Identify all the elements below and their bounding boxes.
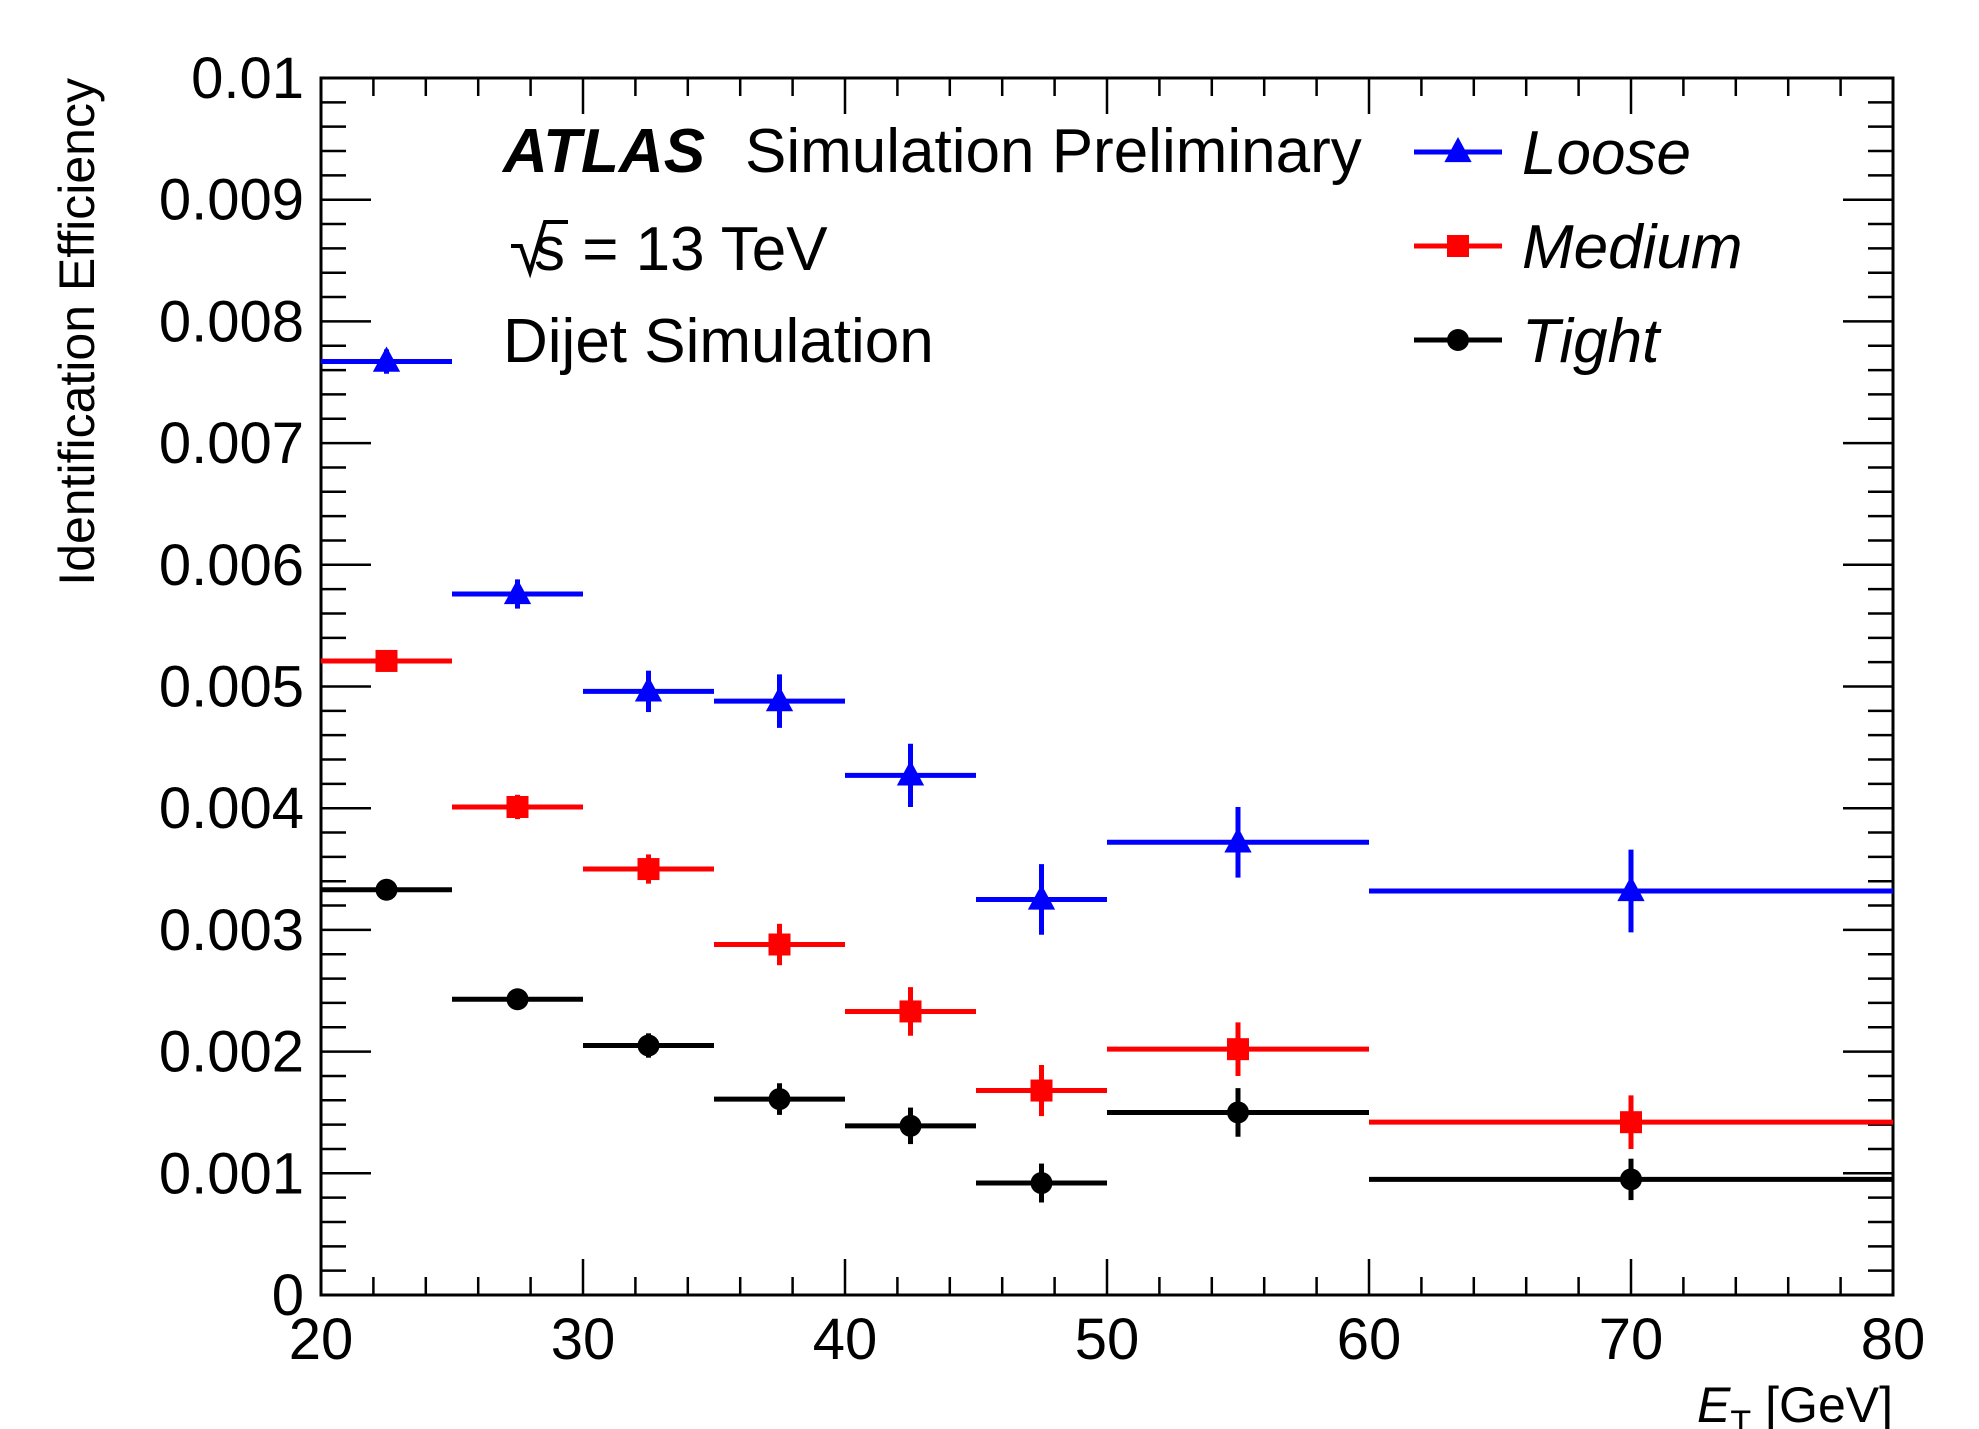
legend-marker-loose bbox=[1444, 136, 1472, 163]
tight-point bbox=[1620, 1168, 1642, 1191]
x-tick-label: 30 bbox=[551, 1307, 616, 1372]
x-tick-label: 80 bbox=[1861, 1307, 1926, 1372]
x-tick-label: 70 bbox=[1599, 1307, 1664, 1372]
y-tick-label: 0.006 bbox=[159, 533, 304, 598]
loose-point bbox=[1027, 884, 1056, 910]
series-loose bbox=[321, 346, 1893, 935]
medium-point bbox=[1030, 1079, 1053, 1102]
legend-item-tight: Tight bbox=[1414, 307, 1662, 376]
legend-item-medium: Medium bbox=[1414, 213, 1743, 282]
energy-text: s = 13 TeV bbox=[534, 215, 828, 284]
loose-point bbox=[1617, 875, 1645, 902]
medium-point bbox=[899, 1000, 922, 1023]
legend-marker-tight bbox=[1447, 329, 1469, 351]
y-tick-label: 0.002 bbox=[159, 1020, 304, 1085]
energy-label: s = 13 TeV bbox=[511, 215, 828, 284]
y-tick-label: 0.01 bbox=[191, 46, 304, 111]
tight-point bbox=[1227, 1101, 1249, 1124]
medium-point bbox=[637, 858, 660, 881]
medium-point bbox=[1620, 1111, 1642, 1134]
loose-point bbox=[372, 346, 401, 372]
loose-point bbox=[634, 676, 663, 702]
legend-marker-medium bbox=[1447, 235, 1469, 257]
x-tick-label: 40 bbox=[813, 1307, 878, 1372]
data-series bbox=[321, 346, 1893, 1203]
tight-point bbox=[637, 1034, 660, 1057]
x-tick-label: 60 bbox=[1337, 1307, 1402, 1372]
loose-point bbox=[765, 686, 794, 712]
series-tight bbox=[321, 878, 1893, 1203]
x-tick-label: 20 bbox=[289, 1307, 354, 1372]
x-axis-title-symbol: E bbox=[1697, 1377, 1731, 1429]
y-tick-label: 0.001 bbox=[159, 1141, 304, 1206]
legend: Loose Medium Tight bbox=[1414, 119, 1743, 376]
sample-label: Dijet Simulation bbox=[503, 307, 934, 376]
x-axis-title: ET [GeV] bbox=[1697, 1377, 1893, 1429]
y-tick-label: 0.005 bbox=[159, 655, 304, 720]
legend-item-loose: Loose bbox=[1414, 119, 1691, 188]
x-tick-labels: 20 30 40 50 60 70 80 bbox=[289, 1307, 1926, 1372]
y-tick-label: 0.007 bbox=[159, 411, 304, 476]
atlas-label: ATLAS bbox=[501, 117, 705, 186]
medium-point bbox=[506, 795, 529, 818]
tight-point bbox=[899, 1114, 922, 1137]
series-medium bbox=[321, 649, 1893, 1149]
loose-point bbox=[1224, 827, 1252, 853]
loose-point bbox=[896, 760, 925, 786]
tight-point bbox=[375, 878, 398, 901]
y-tick-label: 0.008 bbox=[159, 289, 304, 354]
y-tick-label: 0.004 bbox=[159, 776, 304, 841]
sqrt-symbol bbox=[511, 220, 568, 279]
legend-label-tight: Tight bbox=[1522, 307, 1662, 376]
legend-label-medium: Medium bbox=[1522, 213, 1743, 282]
y-tick-labels: 0 0.001 0.002 0.003 0.004 0.005 0.006 0.007 0.00… bbox=[159, 46, 304, 1328]
medium-point bbox=[375, 649, 398, 672]
tight-point bbox=[506, 988, 529, 1011]
status-label: Simulation Preliminary bbox=[745, 117, 1362, 186]
x-axis-title-subscript: T bbox=[1730, 1404, 1751, 1429]
y-tick-label: 0 bbox=[272, 1263, 304, 1328]
tight-point bbox=[768, 1088, 791, 1111]
x-tick-label: 50 bbox=[1075, 1307, 1140, 1372]
loose-point bbox=[503, 579, 532, 605]
y-axis-title: Identification Efficiency bbox=[49, 78, 105, 586]
legend-label-loose: Loose bbox=[1522, 119, 1691, 188]
medium-point bbox=[1227, 1038, 1249, 1061]
tight-point bbox=[1030, 1172, 1053, 1195]
medium-point bbox=[768, 933, 791, 956]
y-tick-label: 0.003 bbox=[159, 898, 304, 963]
x-axis-title-unit: [GeV] bbox=[1765, 1377, 1893, 1429]
y-tick-label: 0.009 bbox=[159, 168, 304, 233]
